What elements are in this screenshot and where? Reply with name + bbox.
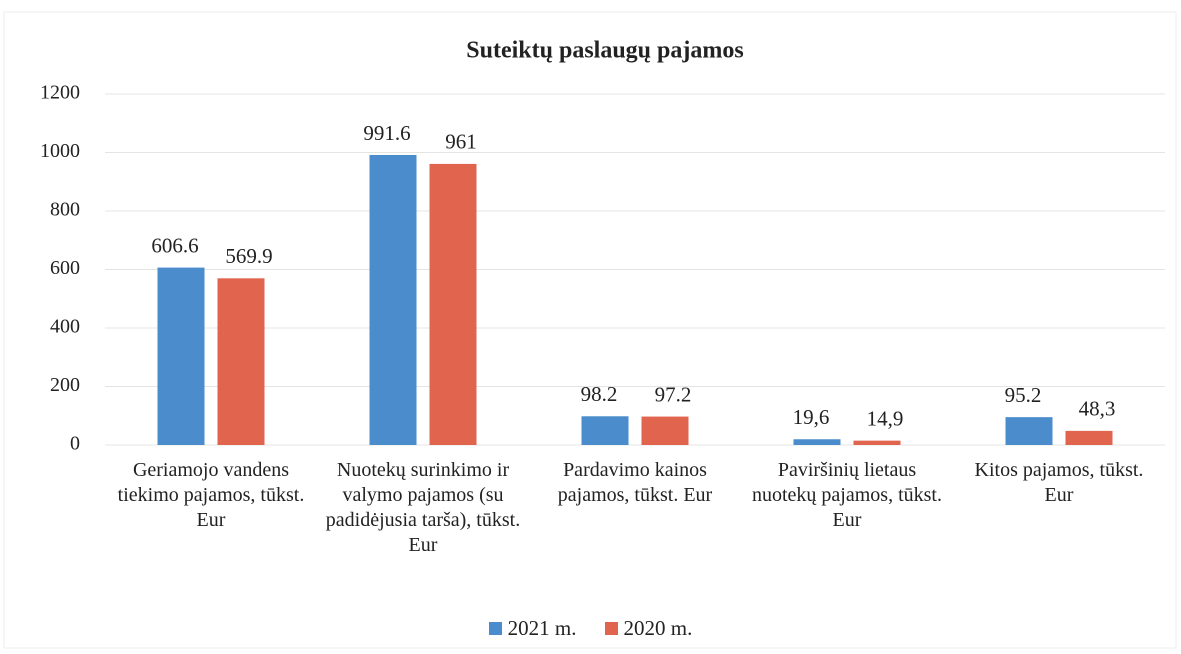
legend-label: 2020 m. (623, 616, 693, 640)
bar (369, 154, 417, 445)
y-tick-label: 1000 (40, 140, 80, 162)
chart-border (3, 11, 1177, 649)
y-tick-label: 400 (50, 316, 80, 338)
legend-label: 2021 m. (507, 616, 577, 640)
y-tick-label: 600 (50, 257, 80, 279)
legend-swatch (604, 622, 618, 635)
x-tick-label: Pardavimo kainos pajamos, tūkst. Eur (557, 459, 713, 506)
data-label: 991.6 (363, 121, 410, 145)
y-tick-label: 0 (70, 433, 80, 455)
legend-item: 2021 m. (488, 616, 577, 641)
x-tick-label: Nuotekų surinkimo ir valymo pajamos (su … (325, 459, 521, 556)
y-tick-label: 200 (50, 374, 80, 396)
data-label: 14,9 (867, 406, 904, 430)
bar (157, 267, 205, 445)
bar (793, 439, 841, 445)
bar (853, 440, 901, 445)
legend-item: 2020 m. (604, 616, 693, 641)
y-tick-label: 1200 (40, 82, 80, 104)
legend: 2021 m. 2020 m. (0, 616, 1181, 641)
data-label: 98.2 (581, 382, 618, 406)
chart-title: Suteiktų paslaugų pajamos (466, 38, 743, 64)
bar (581, 416, 629, 445)
data-label: 95.2 (1005, 383, 1042, 407)
x-tick-label: Geriamojo vandens tiekimo pajamos, tūkst… (117, 459, 305, 531)
legend-swatch (488, 622, 502, 635)
data-label: 606.6 (151, 233, 198, 257)
bar (429, 163, 477, 445)
bar (217, 278, 265, 445)
bar (1005, 417, 1053, 445)
x-tick-label: Paviršinių lietaus nuotekų pajamos, tūks… (752, 459, 942, 531)
data-label: 97.2 (655, 382, 692, 406)
data-label: 48,3 (1079, 397, 1116, 421)
y-tick-label: 800 (50, 199, 80, 221)
data-label: 569.9 (225, 244, 272, 268)
bar (641, 416, 689, 445)
data-label: 19,6 (793, 405, 830, 429)
bar (1065, 430, 1113, 445)
data-label: 961 (445, 130, 477, 154)
x-tick-label: Kitos pajamos, tūkst. Eur (974, 459, 1144, 506)
